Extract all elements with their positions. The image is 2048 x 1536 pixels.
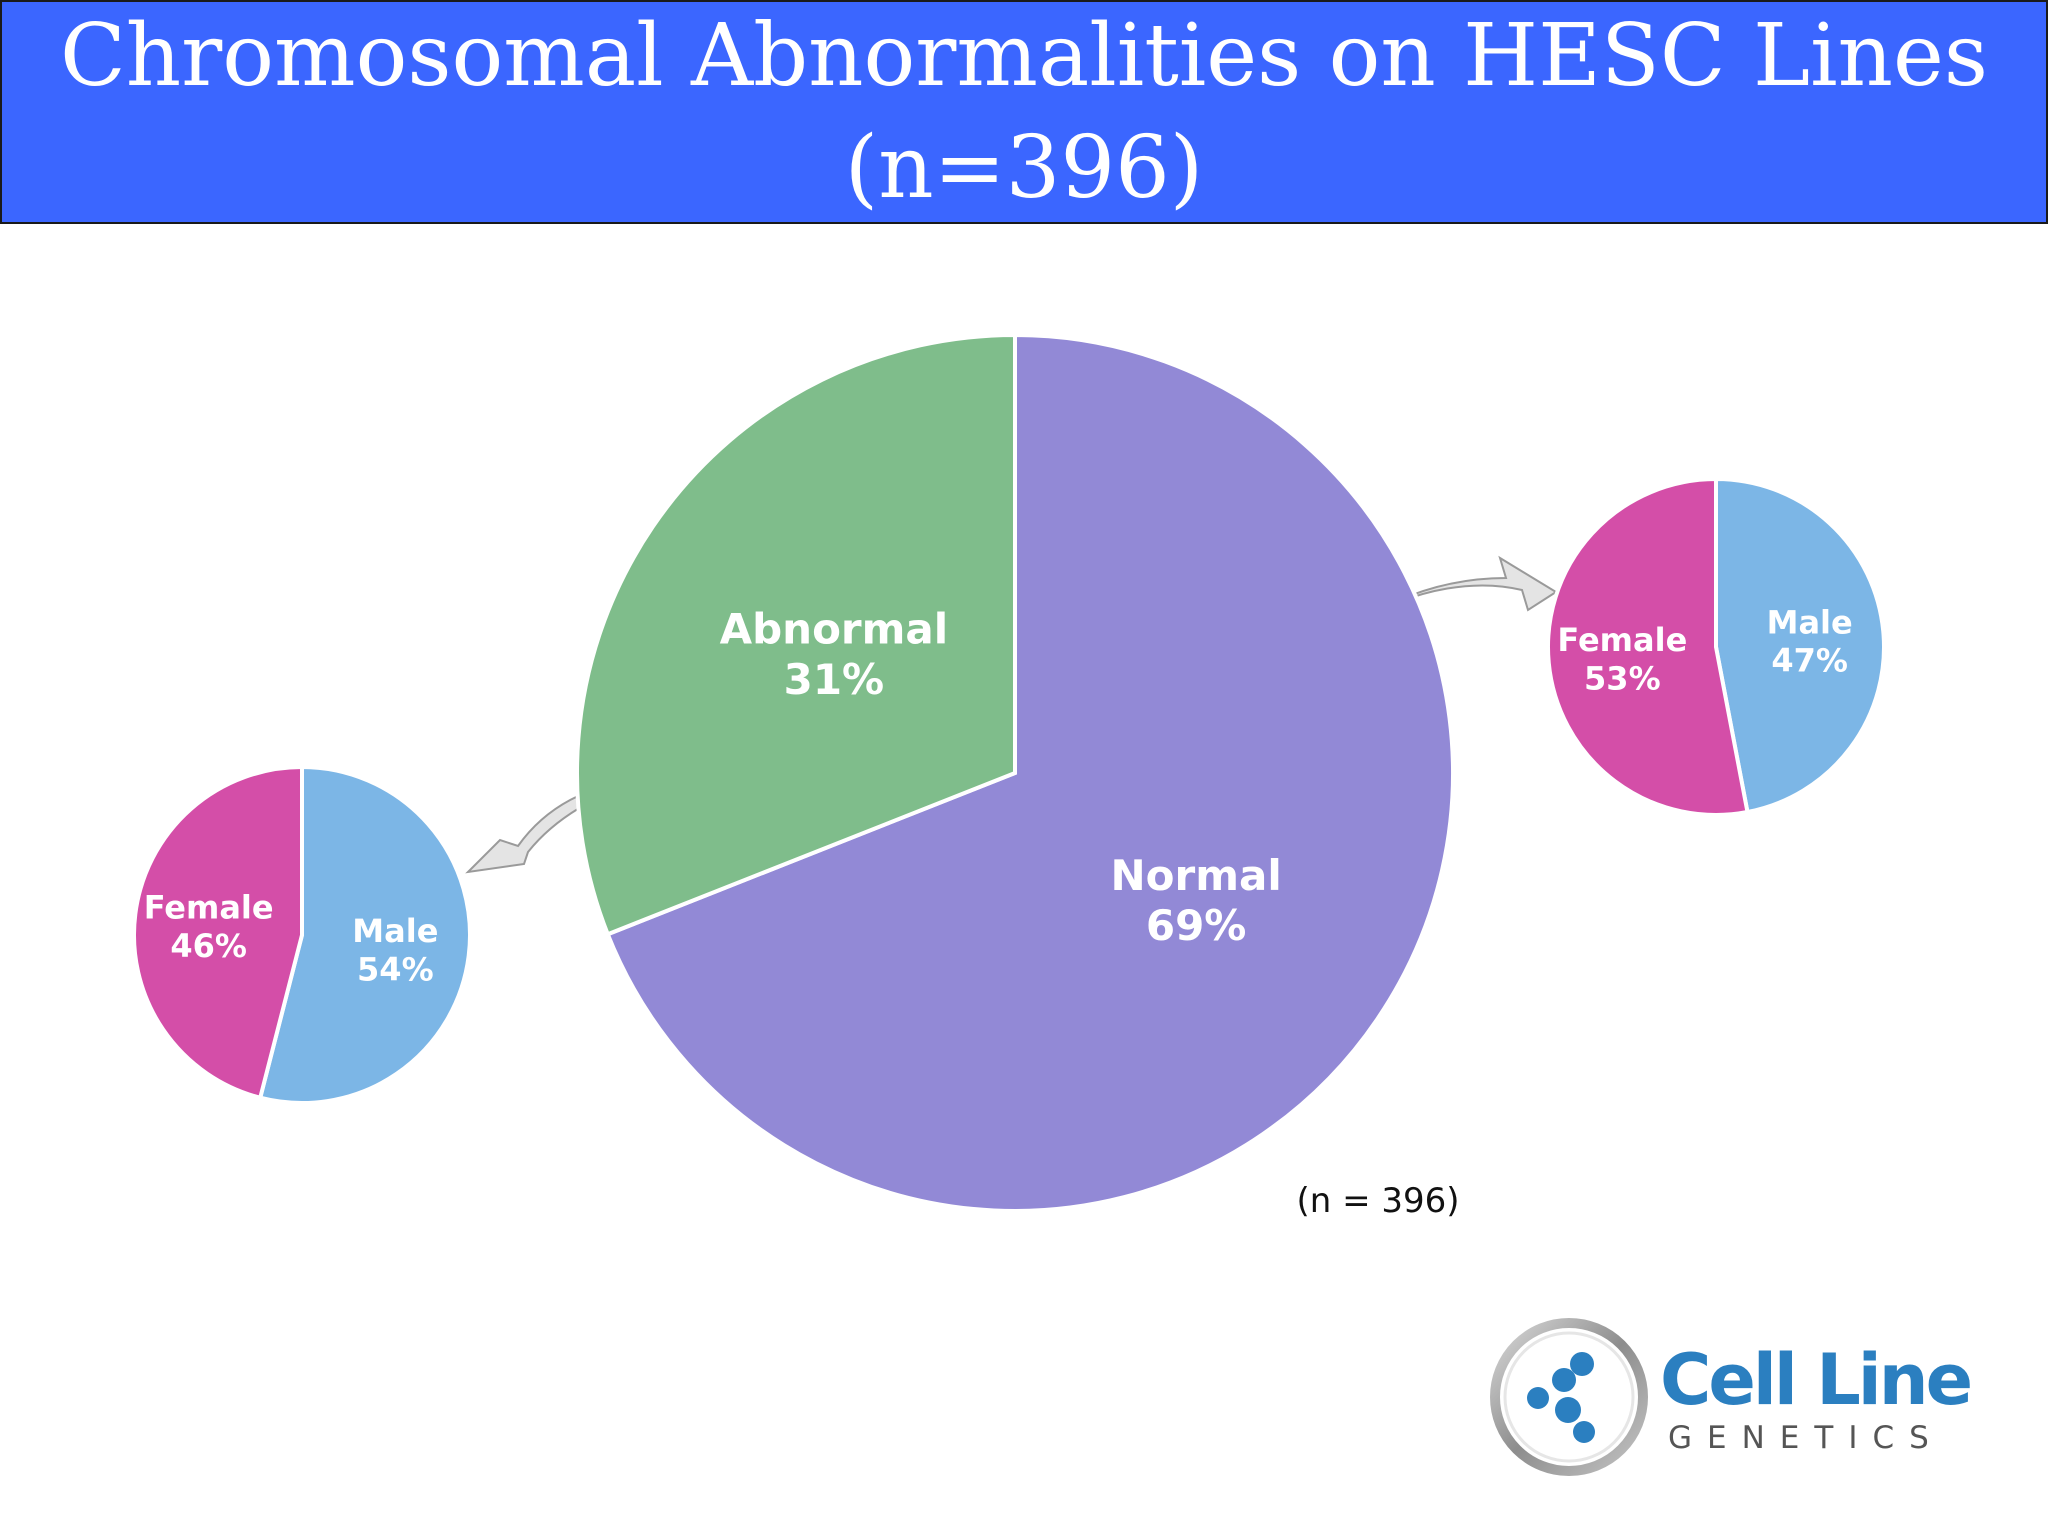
slice-value-label: 46% <box>170 927 247 965</box>
pie-slice-female <box>1546 476 1750 817</box>
slice-label: Female <box>144 888 274 926</box>
slice-label: Abnormal <box>720 605 949 654</box>
title-bar: Chromosomal Abnormalities on HESC Lines … <box>0 0 2048 224</box>
logo-name: Cell Line <box>1660 1339 1973 1421</box>
pie-slice-male <box>257 764 472 1105</box>
pie-slice-abnormal <box>575 332 1017 937</box>
pie-slice-male <box>1714 476 1886 815</box>
pie-slice-normal <box>605 332 1455 1213</box>
slice-value-label: 31% <box>784 655 885 704</box>
slice-value-label: 47% <box>1771 642 1848 680</box>
pie-slice-female <box>132 764 304 1101</box>
logo-subtitle: GENETICS <box>1668 1420 1944 1456</box>
chart-title-line2: (n=396) <box>844 118 1204 218</box>
sample-size-note: (n = 396) <box>1296 1181 1459 1221</box>
slice-label: Normal <box>1111 851 1282 900</box>
slice-value-label: 53% <box>1584 659 1661 697</box>
slice-label: Female <box>1557 621 1687 659</box>
slice-value-label: 69% <box>1146 901 1247 950</box>
chart-title-line1: Chromosomal Abnormalities on HESC Lines <box>59 6 1989 106</box>
molecule-icon <box>1490 1318 1648 1476</box>
slice-label: Male <box>352 912 438 950</box>
company-logo: Cell Line GENETICS <box>1484 1312 1973 1482</box>
slice-label: Male <box>1767 603 1853 641</box>
slice-value-label: 54% <box>357 950 434 988</box>
